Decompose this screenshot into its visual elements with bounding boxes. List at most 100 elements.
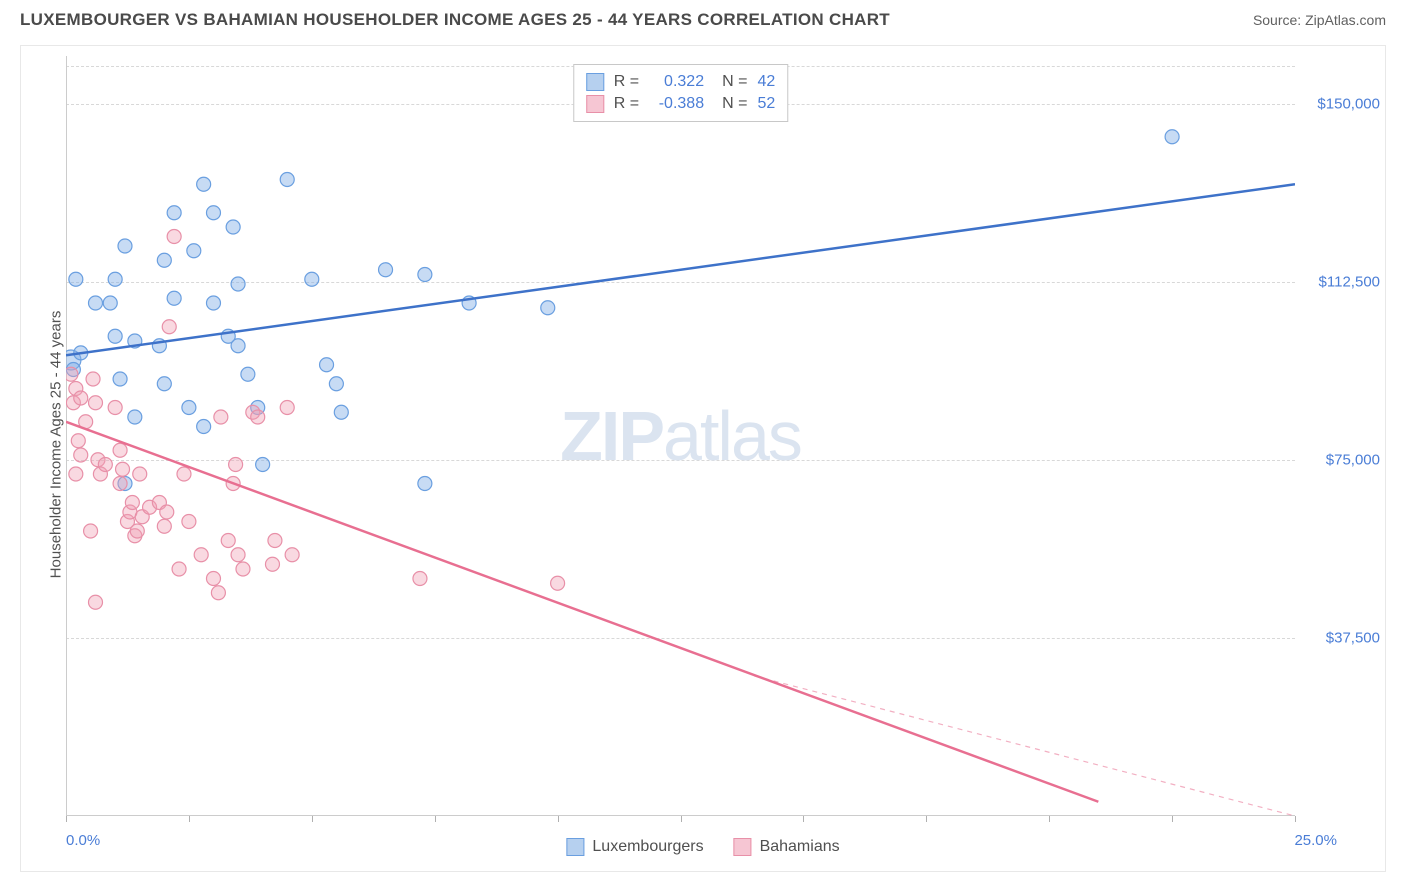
data-point [256,458,270,472]
x-min-label: 0.0% [66,832,100,849]
correlation-legend: R =0.322N =42R =-0.388N =52 [573,64,788,122]
data-point [268,534,282,548]
series-legend-item: Luxembourgers [566,838,703,856]
data-point [130,524,144,538]
data-point [86,372,100,386]
data-point [221,534,235,548]
data-point [88,296,102,310]
legend-r-value: 0.322 [649,73,704,91]
legend-n-value: 52 [757,95,775,113]
data-point [413,572,427,586]
data-point [88,396,102,410]
data-point [74,391,88,405]
data-point [551,576,565,590]
x-tick [1049,816,1050,822]
scatter-plot [66,56,1295,816]
data-point [108,272,122,286]
data-point [116,462,130,476]
y-tick-label: $37,500 [1326,629,1380,646]
data-point [172,562,186,576]
data-point [320,358,334,372]
data-point [305,272,319,286]
y-axis-label: Householder Income Ages 25 - 44 years [48,311,65,579]
data-point [187,244,201,258]
data-point [379,263,393,277]
data-point [108,401,122,415]
chart-title: LUXEMBOURGER VS BAHAMIAN HOUSEHOLDER INC… [20,10,890,30]
data-point [197,420,211,434]
data-point [133,467,147,481]
y-tick-label: $150,000 [1317,95,1380,112]
data-point [167,206,181,220]
data-point [113,443,127,457]
chart-container: Householder Income Ages 25 - 44 years ZI… [20,45,1386,872]
data-point [231,277,245,291]
data-point [541,301,555,315]
data-point [177,467,191,481]
data-point [206,206,220,220]
data-point [118,239,132,253]
data-point [167,291,181,305]
data-point [69,467,83,481]
source-label: Source: ZipAtlas.com [1253,12,1386,28]
plot-area: Householder Income Ages 25 - 44 years ZI… [66,56,1295,816]
data-point [128,410,142,424]
legend-n-value: 42 [757,73,775,91]
chart-header: LUXEMBOURGER VS BAHAMIAN HOUSEHOLDER INC… [0,0,1406,35]
legend-row: R =0.322N =42 [586,71,775,93]
data-point [229,458,243,472]
legend-r-label: R = [614,95,639,113]
data-point [211,586,225,600]
data-point [157,519,171,533]
data-point [236,562,250,576]
data-point [206,572,220,586]
data-point [231,548,245,562]
data-point [125,496,139,510]
legend-r-value: -0.388 [649,95,704,113]
x-tick [189,816,190,822]
legend-r-label: R = [614,73,639,91]
data-point [418,477,432,491]
data-point [160,505,174,519]
x-tick [681,816,682,822]
data-point [162,320,176,334]
data-point [157,377,171,391]
data-point [71,434,85,448]
data-point [194,548,208,562]
data-point [167,230,181,244]
x-tick [803,816,804,822]
trend-line-extension [754,676,1295,816]
data-point [231,339,245,353]
data-point [88,595,102,609]
series-name: Bahamians [760,838,840,856]
data-point [285,548,299,562]
data-point [157,253,171,267]
x-tick [1172,816,1173,822]
legend-swatch [566,838,584,856]
legend-swatch [586,95,604,113]
data-point [113,477,127,491]
trend-line [66,184,1295,355]
y-tick-label: $112,500 [1319,273,1380,290]
legend-swatch [586,73,604,91]
data-point [280,173,294,187]
data-point [214,410,228,424]
data-point [74,448,88,462]
data-point [66,367,78,381]
data-point [84,524,98,538]
x-tick [558,816,559,822]
data-point [108,329,122,343]
series-legend: Luxembourgers Bahamians [566,838,839,856]
data-point [418,268,432,282]
data-point [226,220,240,234]
x-tick [1295,816,1296,822]
data-point [103,296,117,310]
data-point [251,410,265,424]
data-point [197,177,211,191]
legend-swatch [734,838,752,856]
legend-row: R =-0.388N =52 [586,93,775,115]
x-tick [926,816,927,822]
x-tick [435,816,436,822]
data-point [241,367,255,381]
x-tick [66,816,67,822]
